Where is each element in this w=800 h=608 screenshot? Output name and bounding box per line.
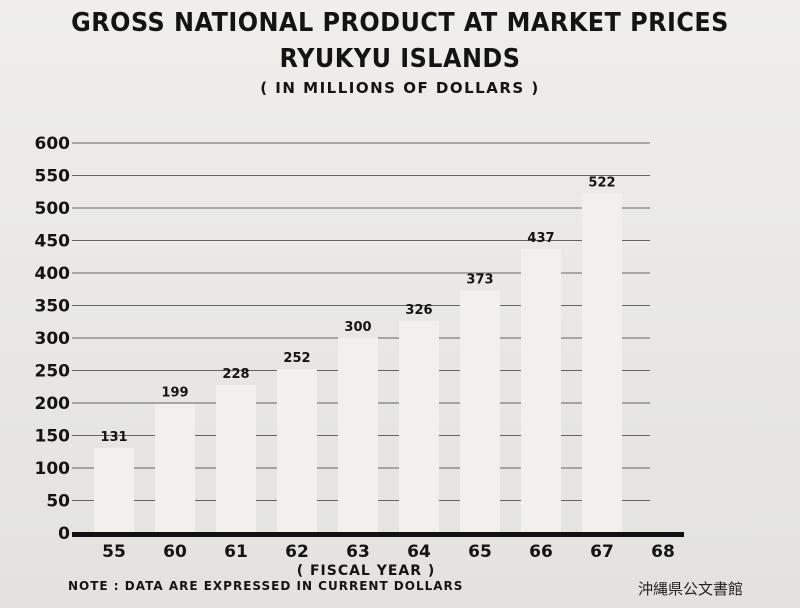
x-tick-label-66: 66	[529, 542, 553, 562]
bar-67	[582, 193, 622, 533]
bar-66	[521, 248, 561, 533]
bar-62	[277, 369, 317, 533]
x-tick-label-67: 67	[590, 542, 614, 562]
x-tick-label-55: 55	[102, 542, 126, 562]
data-label-63: 300	[344, 320, 371, 335]
chart-footnote: NOTE : DATA ARE EXPRESSED IN CURRENT DOL…	[68, 579, 464, 593]
data-label-67: 522	[588, 176, 615, 191]
x-axis-baseline	[72, 532, 684, 537]
y-tick-label-50: 50	[46, 492, 70, 512]
x-tick-label-61: 61	[224, 542, 248, 562]
y-tick-label-550: 550	[35, 167, 71, 187]
y-tick-label-400: 400	[35, 264, 71, 284]
data-label-62: 252	[283, 351, 310, 366]
bar-64	[399, 321, 439, 533]
bar-65	[460, 290, 500, 533]
y-tick-label-350: 350	[35, 297, 71, 317]
bar-60	[155, 403, 195, 533]
chart-title: GROSS NATIONAL PRODUCT AT MARKET PRICES	[71, 8, 729, 38]
x-tick-label-62: 62	[285, 542, 309, 562]
y-tick-label-200: 200	[35, 394, 71, 414]
bar-61	[216, 384, 256, 533]
x-tick-label-65: 65	[468, 542, 492, 562]
y-tick-label-100: 100	[35, 459, 71, 479]
y-tick-label-0: 0	[58, 524, 70, 544]
x-tick-label-68: 68	[651, 542, 675, 562]
x-tick-label-60: 60	[163, 542, 187, 562]
y-tick-label-450: 450	[35, 232, 71, 252]
y-tick-label-600: 600	[35, 134, 71, 154]
y-tick-label-150: 150	[35, 427, 71, 447]
bar-63	[338, 338, 378, 533]
data-label-60: 199	[161, 386, 188, 401]
bar-55	[94, 447, 134, 533]
archive-watermark: 沖縄県公文書館	[638, 580, 744, 598]
y-tick-label-500: 500	[35, 199, 71, 219]
chart-subtitle-units: ( IN MILLIONS OF DOLLARS )	[260, 79, 540, 97]
chart-title-region: RYUKYU ISLANDS	[279, 44, 521, 74]
x-axis-title: ( FISCAL YEAR )	[297, 563, 436, 579]
data-label-64: 326	[405, 303, 432, 318]
x-tick-label-63: 63	[346, 542, 370, 562]
data-label-61: 228	[222, 367, 249, 382]
data-label-66: 437	[527, 231, 554, 246]
data-label-55: 131	[100, 430, 127, 445]
data-label-65: 373	[466, 273, 493, 288]
x-tick-label-64: 64	[407, 542, 431, 562]
y-tick-label-300: 300	[35, 329, 71, 349]
y-tick-label-250: 250	[35, 362, 71, 382]
